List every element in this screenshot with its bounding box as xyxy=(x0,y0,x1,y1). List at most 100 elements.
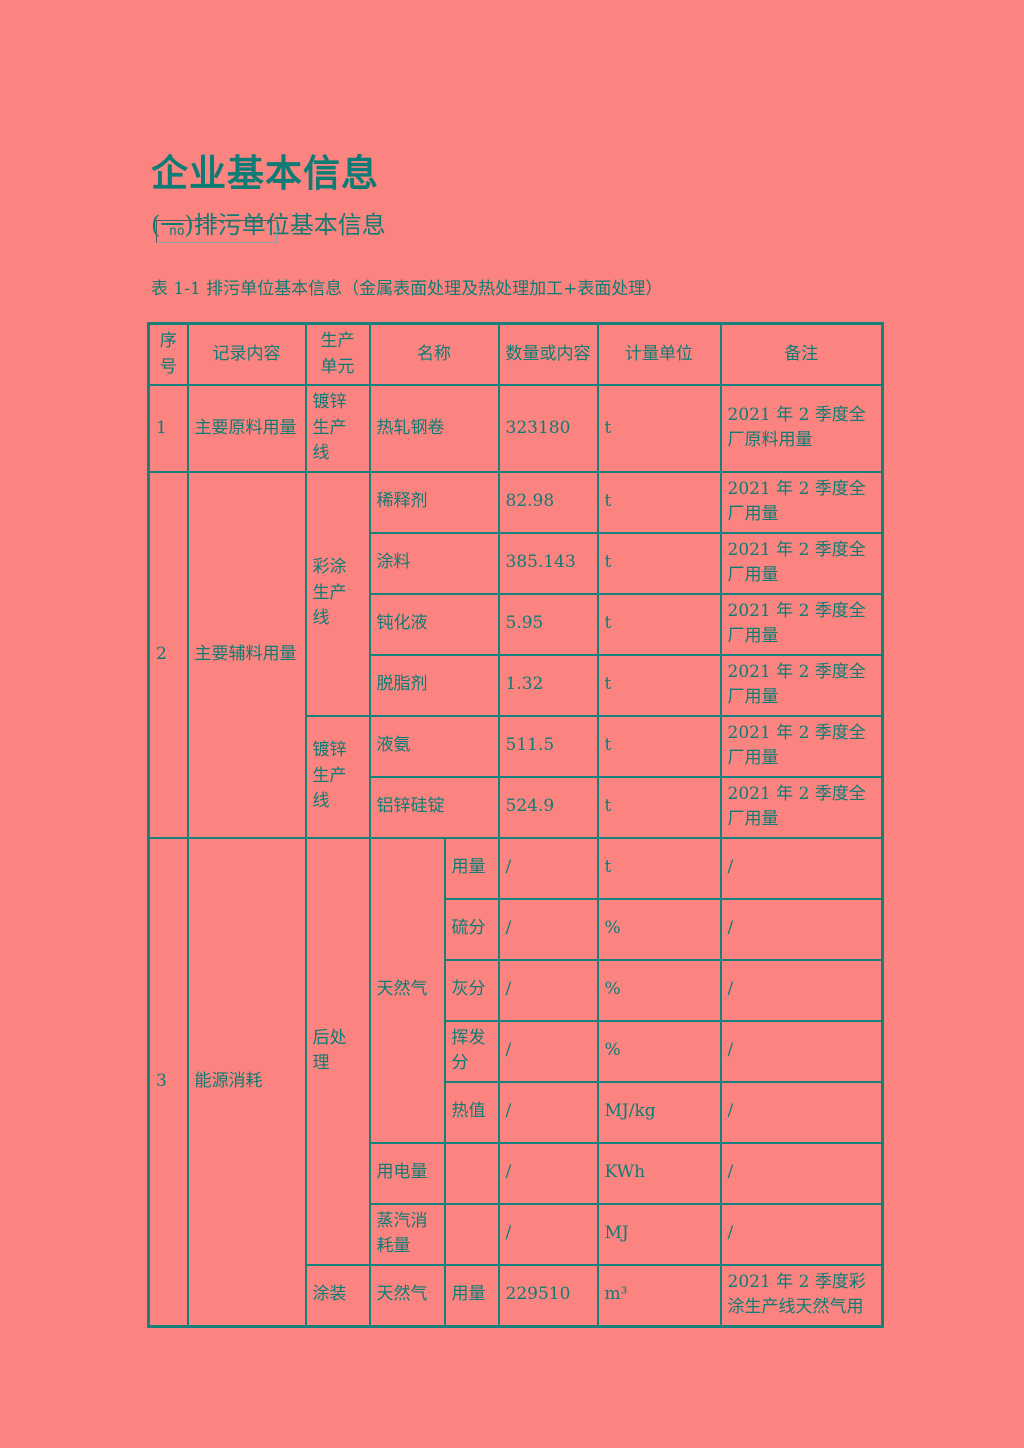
no-input[interactable]: no xyxy=(156,220,277,243)
table-row: 脱脂剂 1.32 t 2021 年 2 季度全厂用量 xyxy=(149,653,884,717)
cell-name: 铝锌硅锭 xyxy=(368,775,500,839)
cell-uom: t xyxy=(596,531,722,595)
cell-uom: MJ/kg xyxy=(596,1080,722,1144)
cell-seq: 2 xyxy=(147,470,189,839)
table-row: 用电量 / KWh / xyxy=(149,1141,884,1205)
cell-subname: 热值 xyxy=(443,1080,500,1144)
cell-quantity: / xyxy=(497,1141,599,1205)
cell-remark: 2021 年 2 季度全厂用量 xyxy=(719,653,884,717)
cell-quantity: / xyxy=(497,958,599,1022)
cell-name: 脱脂剂 xyxy=(368,653,500,717)
cell-subname: 挥发分 xyxy=(443,1019,500,1083)
cell-quantity: 5.95 xyxy=(497,592,599,656)
cell-quantity: 229510 xyxy=(497,1263,599,1327)
cell-quantity: / xyxy=(497,897,599,961)
cell-production-unit: 涂装 xyxy=(304,1263,371,1327)
cell-remark: / xyxy=(719,897,884,961)
table-row: 3 能源消耗 后处理 天然气 用量 / t / xyxy=(147,836,884,1327)
table-row: 涂料 385.143 t 2021 年 2 季度全厂用量 xyxy=(149,531,884,595)
cell-uom: t xyxy=(596,592,722,656)
table-row: 镀锌生产线 液氨 511.5 t 2021 年 2 季度全厂用量 xyxy=(149,714,884,839)
cell-quantity: 323180 xyxy=(497,384,599,473)
table-row: 灰分 / % / xyxy=(149,958,884,1022)
section-heading: (一)排污单位基本信息 xyxy=(151,210,386,239)
cell-name: 天然气 xyxy=(368,1263,446,1327)
cell-record-content: 主要原料用量 xyxy=(186,384,307,473)
cell-uom: KWh xyxy=(596,1141,722,1205)
cell-name: 热轧钢卷 xyxy=(368,384,500,473)
cell-uom: m³ xyxy=(596,1263,722,1327)
cell-uom: t xyxy=(596,775,722,839)
cell-remark: 2021 年 2 季度全厂用量 xyxy=(719,714,884,778)
cell-remark: / xyxy=(719,1202,884,1266)
cell-quantity: 524.9 xyxy=(497,775,599,839)
cell-uom: t xyxy=(596,836,722,900)
cell-remark: / xyxy=(719,958,884,1022)
cell-name: 蒸汽消耗量 xyxy=(368,1202,446,1266)
cell-uom: t xyxy=(596,384,722,473)
cell-uom: % xyxy=(596,897,722,961)
table-row: 钝化液 5.95 t 2021 年 2 季度全厂用量 xyxy=(149,592,884,656)
cell-uom: MJ xyxy=(596,1202,722,1266)
cell-remark: 2021 年 2 季度彩涂生产线天然气用 xyxy=(719,1263,884,1327)
page-title: 企业基本信息 xyxy=(151,150,379,195)
cell-quantity: 1.32 xyxy=(497,653,599,717)
table-row: 硫分 / % / xyxy=(149,897,884,961)
cell-seq: 3 xyxy=(147,836,189,1327)
cell-quantity: / xyxy=(497,1202,599,1266)
basic-info-table: 序号 记录内容 生产单元 名称 数量或内容 计量单位 备注 1 主要原料用量 镀… xyxy=(147,322,884,1328)
header-remark: 备注 xyxy=(719,322,884,386)
cell-subname: 硫分 xyxy=(443,897,500,961)
cell-subname-empty xyxy=(443,1141,500,1205)
cell-uom: t xyxy=(596,653,722,717)
cell-remark: / xyxy=(719,836,884,900)
header-name: 名称 xyxy=(368,322,500,386)
cell-production-unit: 后处理 xyxy=(304,836,371,1266)
table-caption: 表 1-1 排污单位基本信息（金属表面处理及热处理加工+表面处理） xyxy=(151,279,663,299)
table-row: 挥发分 / % / xyxy=(149,1019,884,1083)
header-row: 序号 记录内容 生产单元 名称 数量或内容 计量单位 备注 xyxy=(147,322,884,386)
cell-uom: t xyxy=(596,714,722,778)
cell-quantity: 511.5 xyxy=(497,714,599,778)
cell-remark: / xyxy=(719,1019,884,1083)
cell-subname: 灰分 xyxy=(443,958,500,1022)
cell-remark: 2021 年 2 季度全厂用量 xyxy=(719,531,884,595)
cell-name: 稀释剂 xyxy=(368,470,500,534)
cell-remark: / xyxy=(719,1080,884,1144)
cell-quantity: 385.143 xyxy=(497,531,599,595)
header-quantity: 数量或内容 xyxy=(497,322,599,386)
header-production-unit: 生产单元 xyxy=(304,322,371,386)
cell-uom: % xyxy=(596,958,722,1022)
cell-record-content: 主要辅料用量 xyxy=(186,470,307,839)
cell-name: 用电量 xyxy=(368,1141,446,1205)
cell-remark: / xyxy=(719,1141,884,1205)
cell-production-unit: 镀锌生产线 xyxy=(304,384,371,473)
cell-production-unit: 彩涂生产线 xyxy=(304,470,371,717)
header-record-content: 记录内容 xyxy=(186,322,307,386)
cell-uom: % xyxy=(596,1019,722,1083)
cell-name: 天然气 xyxy=(368,836,446,1144)
header-uom: 计量单位 xyxy=(596,322,722,386)
cell-remark: 2021 年 2 季度全厂用量 xyxy=(719,592,884,656)
table-row: 铝锌硅锭 524.9 t 2021 年 2 季度全厂用量 xyxy=(149,775,884,839)
table-row: 蒸汽消耗量 / MJ / xyxy=(149,1202,884,1266)
cell-name: 钝化液 xyxy=(368,592,500,656)
cell-subname: 用量 xyxy=(443,836,500,900)
cell-name: 液氨 xyxy=(368,714,500,778)
cell-remark: 2021 年 2 季度全厂用量 xyxy=(719,775,884,839)
cell-subname: 用量 xyxy=(443,1263,500,1327)
table-row: 热值 / MJ/kg / xyxy=(149,1080,884,1144)
cell-quantity: / xyxy=(497,1080,599,1144)
table-row: 涂装 天然气 用量 229510 m³ 2021 年 2 季度彩涂生产线天然气用 xyxy=(149,1263,884,1327)
cell-name: 涂料 xyxy=(368,531,500,595)
table-row: 1 主要原料用量 镀锌生产线 热轧钢卷 323180 t 2021 年 2 季度… xyxy=(147,384,884,473)
cell-uom: t xyxy=(596,470,722,534)
cell-remark: 2021 年 2 季度全厂原料用量 xyxy=(719,384,884,473)
cell-quantity: 82.98 xyxy=(497,470,599,534)
cell-production-unit: 镀锌生产线 xyxy=(304,714,371,839)
header-seq: 序号 xyxy=(147,322,189,386)
cell-record-content: 能源消耗 xyxy=(186,836,307,1327)
cell-subname-empty xyxy=(443,1202,500,1266)
cell-quantity: / xyxy=(497,836,599,900)
